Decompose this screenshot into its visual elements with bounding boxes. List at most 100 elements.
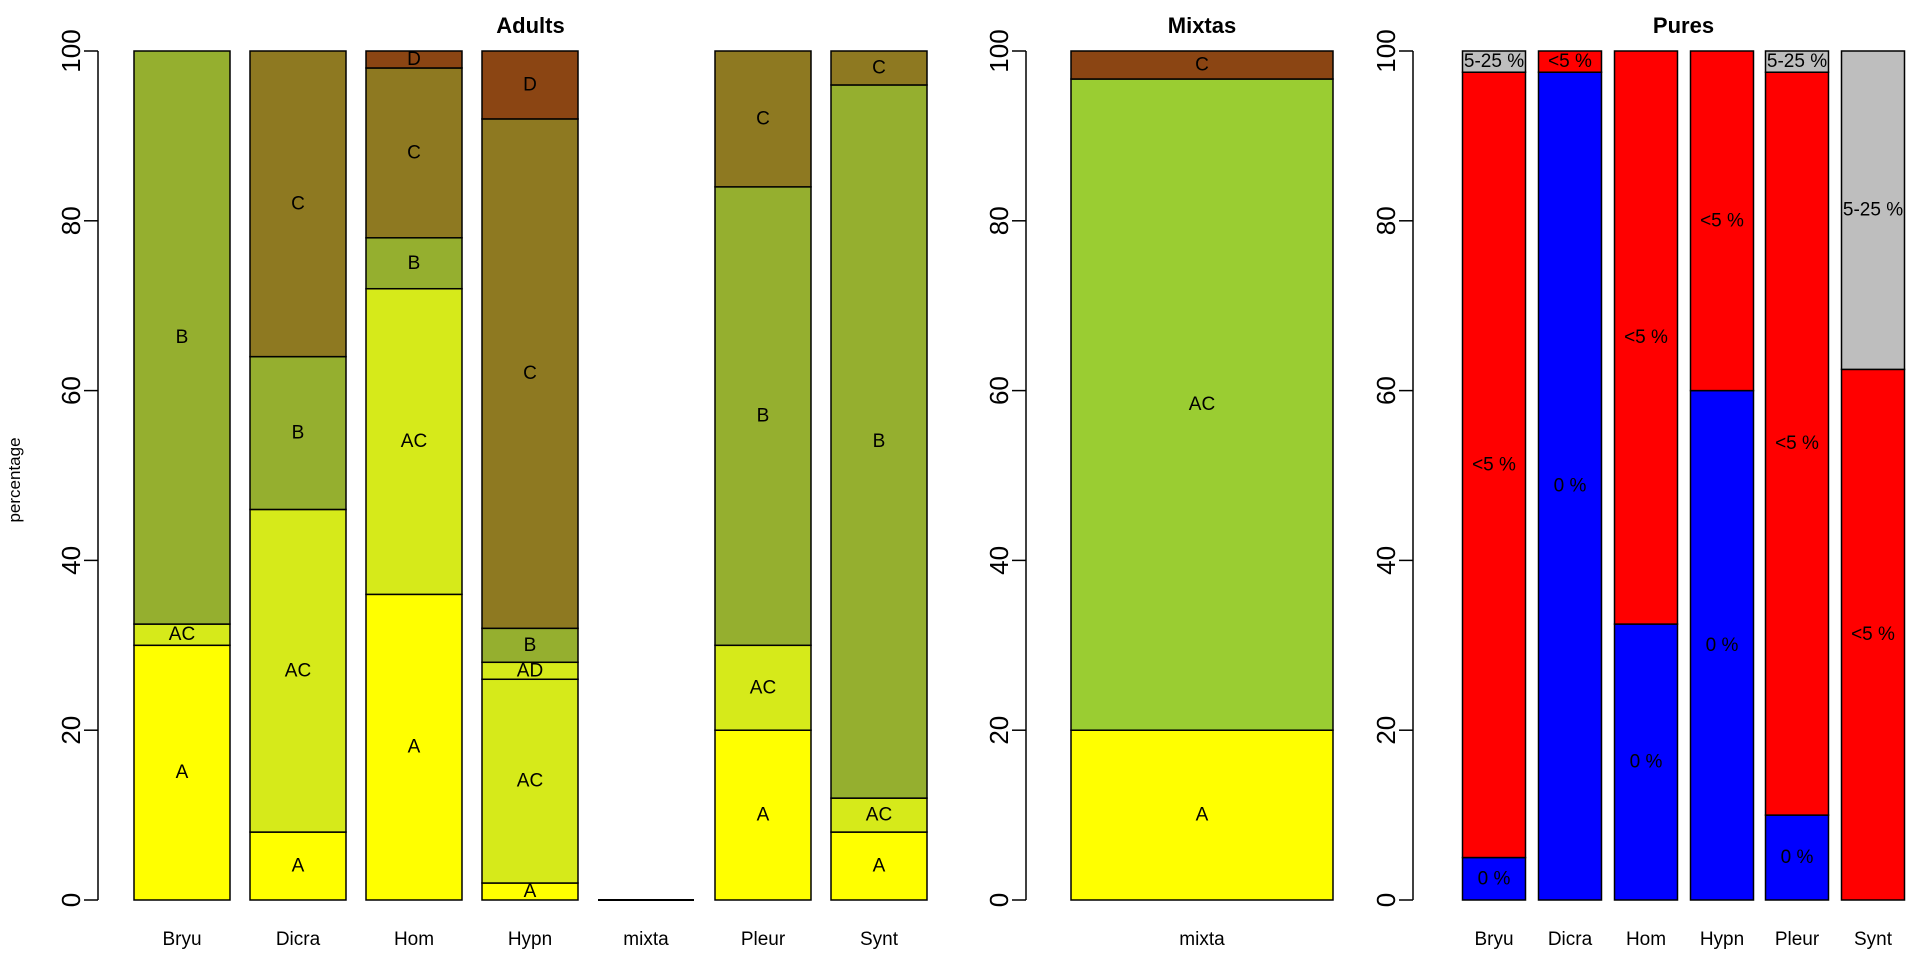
segment-label: B [408, 253, 421, 274]
bar-segment [1461, 50, 1527, 73]
category-label: Synt [1854, 929, 1893, 950]
bar-segment [1537, 50, 1603, 73]
bar-segment [1613, 623, 1679, 901]
y-tick-label: 60 [1371, 376, 1401, 405]
bar-dicra: 0 % <5 % [1537, 50, 1603, 901]
segment-label: C [407, 142, 421, 163]
bar-segment [133, 644, 231, 901]
y-tick-label: 20 [56, 716, 86, 745]
y-tick-label: 60 [984, 376, 1014, 405]
bar-hypn: A AC AD B C D [481, 50, 579, 902]
category-label: mixta [1179, 929, 1225, 950]
category-label: Hypn [508, 929, 552, 950]
y-tick-label: 40 [1371, 546, 1401, 575]
segment-label: C [1195, 55, 1209, 76]
bar-pleur: 0 % <5 % 5-25 % [1764, 50, 1830, 901]
segment-label: A [176, 762, 189, 783]
segment-label: A [1196, 805, 1209, 826]
segment-label: C [291, 193, 305, 214]
bar-segment [365, 67, 463, 239]
segment-label: AC [401, 431, 427, 452]
segment-label: 5-25 % [1767, 51, 1827, 72]
bar-segment [1070, 729, 1334, 901]
bar-segment [365, 50, 463, 69]
bar-bryu: A AC B [133, 50, 231, 901]
bar-hypn: 0 % <5 % [1689, 50, 1755, 901]
segment-label: B [292, 423, 305, 444]
panel-title: Mixtas [1168, 13, 1236, 38]
segment-label: B [524, 635, 537, 656]
segment-label: 0 % [1706, 635, 1739, 656]
bar-segment [1764, 50, 1830, 73]
bar-segment [365, 593, 463, 901]
bar-segment [1070, 50, 1334, 80]
segment-label: B [757, 406, 770, 427]
bar-dicra: A AC B C [249, 50, 347, 901]
y-tick-label: 20 [1371, 716, 1401, 745]
bar-synt: A AC B C [830, 50, 928, 901]
category-label: Bryu [162, 929, 201, 950]
panel-title: Adults [496, 13, 564, 38]
category-label: Hypn [1700, 929, 1744, 950]
segment-label: C [872, 57, 886, 78]
y-tick-label: 100 [984, 29, 1014, 72]
category-label: Pleur [1775, 929, 1820, 950]
category-label: Bryu [1474, 929, 1513, 950]
y-tick-label: 60 [56, 376, 86, 405]
bar-synt: <5 % 5-25 % [1840, 50, 1906, 901]
bar-segment [830, 84, 928, 799]
segment-label: D [523, 74, 537, 95]
segment-label: AC [517, 771, 543, 792]
segment-label: <5 % [1700, 210, 1744, 231]
category-label: Synt [860, 929, 899, 950]
bar-segment [1689, 389, 1755, 901]
bar-segment [1613, 50, 1679, 625]
y-axis-label: percentage [5, 437, 24, 522]
segment-label: <5 % [1548, 51, 1592, 72]
bar-segment [830, 797, 928, 833]
segment-label: B [873, 431, 886, 452]
bar-segment [714, 644, 812, 731]
segment-label: A [524, 881, 537, 902]
segment-label: AC [866, 805, 892, 826]
category-label: Hom [394, 929, 434, 950]
bar-segment [133, 50, 231, 625]
bar-segment [249, 831, 347, 901]
category-label: Dicra [276, 929, 321, 950]
panel-adults: Adults020406080100AACBBryuAACBCDicraAACB… [56, 13, 928, 950]
bar-segment [1840, 50, 1906, 371]
segment-label: B [176, 327, 189, 348]
segment-label: 0 % [1630, 752, 1663, 773]
bar-segment [1764, 71, 1830, 816]
segment-label: <5 % [1624, 327, 1668, 348]
segment-label: AC [285, 660, 311, 681]
bar-segment [249, 508, 347, 833]
segment-label: D [407, 49, 421, 70]
bar-segment [481, 50, 579, 120]
segment-label: AD [517, 660, 543, 681]
segment-label: <5 % [1775, 433, 1819, 454]
bar-bryu: 0 % <5 % 5-25 % [1461, 50, 1527, 901]
category-label: Hom [1626, 929, 1666, 950]
segment-label: C [523, 363, 537, 384]
bar-segment [1840, 368, 1906, 901]
y-tick-label: 0 [1371, 893, 1401, 907]
bar-segment [1764, 814, 1830, 901]
segment-label: A [292, 856, 305, 877]
panel-pures: Pures 0 20 40 60 80 100 0 % <5 % 5-25 % Bryu 0 % <5 … [1371, 13, 1906, 950]
bar-segment [714, 186, 812, 647]
y-tick-label: 40 [984, 546, 1014, 575]
y-tick-label: 0 [984, 893, 1014, 907]
y-tick-label: 0 [56, 893, 86, 907]
segment-label: AC [169, 624, 195, 645]
bar-segment [830, 50, 928, 86]
category-label: Pleur [741, 929, 786, 950]
segment-label: AC [750, 677, 776, 698]
segment-label: 5-25 % [1464, 51, 1524, 72]
bar-pleur: A AC B C [714, 50, 812, 901]
y-tick-label: 100 [1371, 29, 1401, 72]
y-tick-label: 80 [1371, 206, 1401, 235]
segment-label: <5 % [1851, 624, 1895, 645]
segment-label: 5-25 % [1843, 200, 1903, 221]
